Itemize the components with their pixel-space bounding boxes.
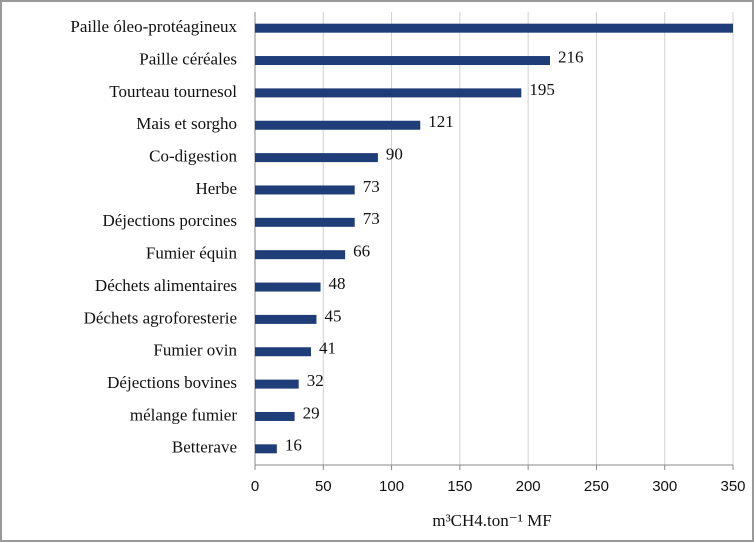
y-tick-label: Déchets agroforesterie [84, 308, 237, 327]
x-tick-label: 50 [315, 478, 332, 495]
x-tick-label: 0 [251, 478, 259, 495]
bar [255, 347, 311, 357]
value-label: 73 [363, 209, 380, 228]
bar [255, 282, 321, 292]
x-tick-label: 250 [584, 478, 609, 495]
bar [255, 217, 355, 227]
value-label: 90 [386, 145, 403, 164]
bar [255, 379, 299, 389]
y-tick-label: Paille óleo-protéagineux [70, 17, 237, 36]
bar [255, 153, 378, 163]
bar [255, 23, 733, 33]
value-label: 32 [307, 371, 324, 390]
x-tick-label: 200 [516, 478, 541, 495]
bar [255, 444, 277, 454]
bar [255, 314, 317, 324]
y-tick-label: Paille céréales [139, 49, 237, 68]
y-tick-label: Déchets alimentaires [95, 276, 237, 295]
x-tick-label: 350 [720, 478, 745, 495]
y-tick-label: Mais et sorgho [136, 114, 237, 133]
bar [255, 56, 550, 66]
value-label: 48 [329, 274, 346, 293]
value-label: 195 [529, 80, 555, 99]
x-tick-label: 100 [379, 478, 404, 495]
y-tick-label: Herbe [195, 179, 237, 198]
bar [255, 411, 295, 421]
value-label: 73 [363, 177, 380, 196]
bar [255, 185, 355, 195]
y-tick-label: Co-digestion [149, 147, 237, 166]
y-tick-label: mélange fumier [130, 405, 237, 424]
value-label: 121 [428, 112, 454, 131]
bar [255, 250, 346, 260]
x-tick-label: 300 [652, 478, 677, 495]
bar [255, 120, 421, 130]
y-tick-label: Déjections porcines [102, 211, 237, 230]
value-label: 66 [353, 242, 370, 261]
bar [255, 88, 522, 98]
value-label: 45 [324, 306, 341, 325]
y-tick-label: Tourteau tournesol [109, 82, 237, 101]
value-label: 216 [558, 47, 584, 66]
x-axis-title: m³CH4.ton⁻¹ MF [432, 511, 551, 530]
y-tick-label: Fumier ovin [153, 341, 237, 360]
y-tick-label: Fumier équin [146, 244, 238, 263]
value-label: 29 [303, 403, 320, 422]
x-tick-label: 150 [447, 478, 472, 495]
value-label: 16 [285, 436, 302, 455]
value-label: 41 [319, 339, 336, 358]
y-tick-label: Déjections bovines [107, 373, 237, 392]
y-tick-label: Betterave [172, 438, 237, 457]
